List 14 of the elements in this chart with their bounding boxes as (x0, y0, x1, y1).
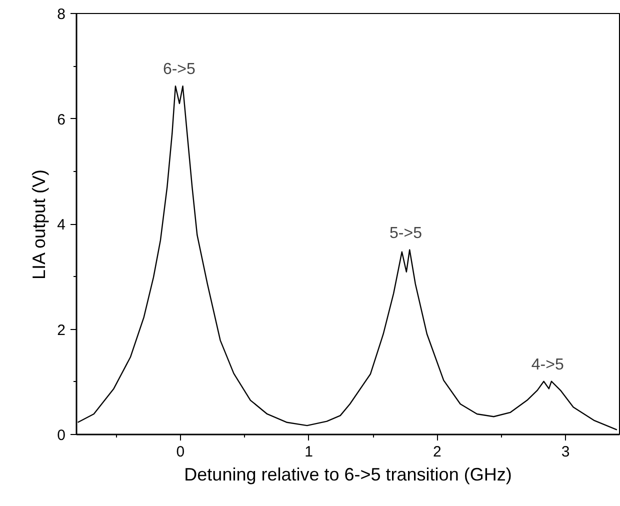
x-tick-label: 1 (304, 444, 314, 460)
y-tick-label: 4 (57, 216, 66, 234)
annotation: 4->5 (531, 356, 564, 374)
y-axis-title: LIA output (V) (29, 169, 50, 280)
annotation: 5->5 (390, 224, 422, 242)
y-tick-label: 2 (57, 322, 66, 339)
y-tick-label: 8 (57, 6, 66, 23)
x-tick-label: 0 (176, 444, 185, 460)
x-tick-label: 2 (433, 444, 442, 460)
x-axis-title: Detuning relative to 6->5 transition (GHz) (184, 464, 512, 484)
x-tick-label: 3 (561, 444, 570, 460)
annotation: 6->5 (162, 61, 196, 78)
y-tick-label: 0 (57, 427, 66, 444)
y-tick-label: 6 (57, 111, 66, 128)
